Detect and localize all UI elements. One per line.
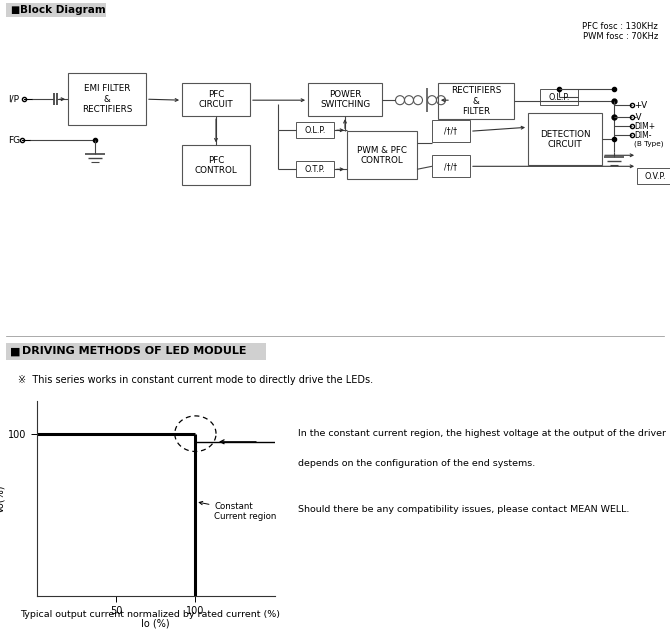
Text: /†/†: /†/† bbox=[444, 162, 458, 171]
Text: FG: FG bbox=[8, 136, 20, 145]
Bar bbox=[182, 145, 250, 185]
Bar bbox=[528, 113, 602, 165]
Text: PFC
CIRCUIT: PFC CIRCUIT bbox=[198, 90, 233, 110]
Text: DIM-: DIM- bbox=[634, 131, 651, 140]
Text: PFC fosc : 130KHz
PWM fosc : 70KHz: PFC fosc : 130KHz PWM fosc : 70KHz bbox=[582, 22, 658, 41]
Text: ■: ■ bbox=[10, 5, 19, 15]
Text: O.V.P.: O.V.P. bbox=[645, 172, 666, 181]
Bar bbox=[540, 89, 578, 105]
Text: ■: ■ bbox=[10, 347, 21, 357]
Text: DETECTION
CIRCUIT: DETECTION CIRCUIT bbox=[540, 129, 590, 149]
Bar bbox=[68, 73, 146, 125]
Text: RECTIFIERS
&
FILTER: RECTIFIERS & FILTER bbox=[451, 86, 501, 116]
Text: ※  This series works in constant current mode to directly drive the LEDs.: ※ This series works in constant current … bbox=[18, 375, 373, 385]
Bar bbox=[296, 122, 334, 138]
Bar bbox=[438, 83, 514, 119]
X-axis label: Io (%): Io (%) bbox=[141, 619, 170, 629]
Text: +V: +V bbox=[634, 101, 647, 110]
Text: O.L.P.: O.L.P. bbox=[304, 125, 326, 135]
Bar bbox=[6, 343, 266, 360]
Text: /†/†: /†/† bbox=[444, 127, 458, 136]
Text: depends on the configuration of the end systems.: depends on the configuration of the end … bbox=[298, 459, 535, 468]
Text: O.T.P.: O.T.P. bbox=[305, 165, 326, 174]
Text: (B Type): (B Type) bbox=[634, 140, 663, 147]
Text: Constant
Current region: Constant Current region bbox=[199, 501, 277, 521]
Text: PWM & PFC
CONTROL: PWM & PFC CONTROL bbox=[357, 146, 407, 165]
Bar bbox=[637, 168, 670, 184]
Bar bbox=[182, 83, 250, 116]
Text: PFC
CONTROL: PFC CONTROL bbox=[194, 155, 237, 175]
Y-axis label: Vo(%): Vo(%) bbox=[0, 484, 5, 513]
Text: DIM+: DIM+ bbox=[634, 122, 655, 131]
Bar bbox=[432, 120, 470, 142]
Text: Block Diagram: Block Diagram bbox=[20, 5, 106, 15]
Text: I/P: I/P bbox=[8, 95, 19, 104]
Text: EMI FILTER
&
RECTIFIERS: EMI FILTER & RECTIFIERS bbox=[82, 84, 132, 114]
Text: Typical output current normalized by rated current (%): Typical output current normalized by rat… bbox=[20, 610, 280, 619]
Text: DRIVING METHODS OF LED MODULE: DRIVING METHODS OF LED MODULE bbox=[22, 347, 247, 357]
Bar bbox=[296, 161, 334, 177]
Bar bbox=[432, 155, 470, 177]
Text: -V: -V bbox=[634, 113, 643, 122]
Text: POWER
SWITCHING: POWER SWITCHING bbox=[320, 90, 370, 110]
Text: O.L.P.: O.L.P. bbox=[548, 92, 570, 102]
Bar bbox=[308, 83, 382, 116]
Bar bbox=[347, 131, 417, 180]
Bar bbox=[6, 3, 106, 17]
Text: Should there be any compatibility issues, please contact MEAN WELL.: Should there be any compatibility issues… bbox=[298, 505, 630, 514]
Text: In the constant current region, the highest voltage at the output of the driver: In the constant current region, the high… bbox=[298, 429, 666, 438]
